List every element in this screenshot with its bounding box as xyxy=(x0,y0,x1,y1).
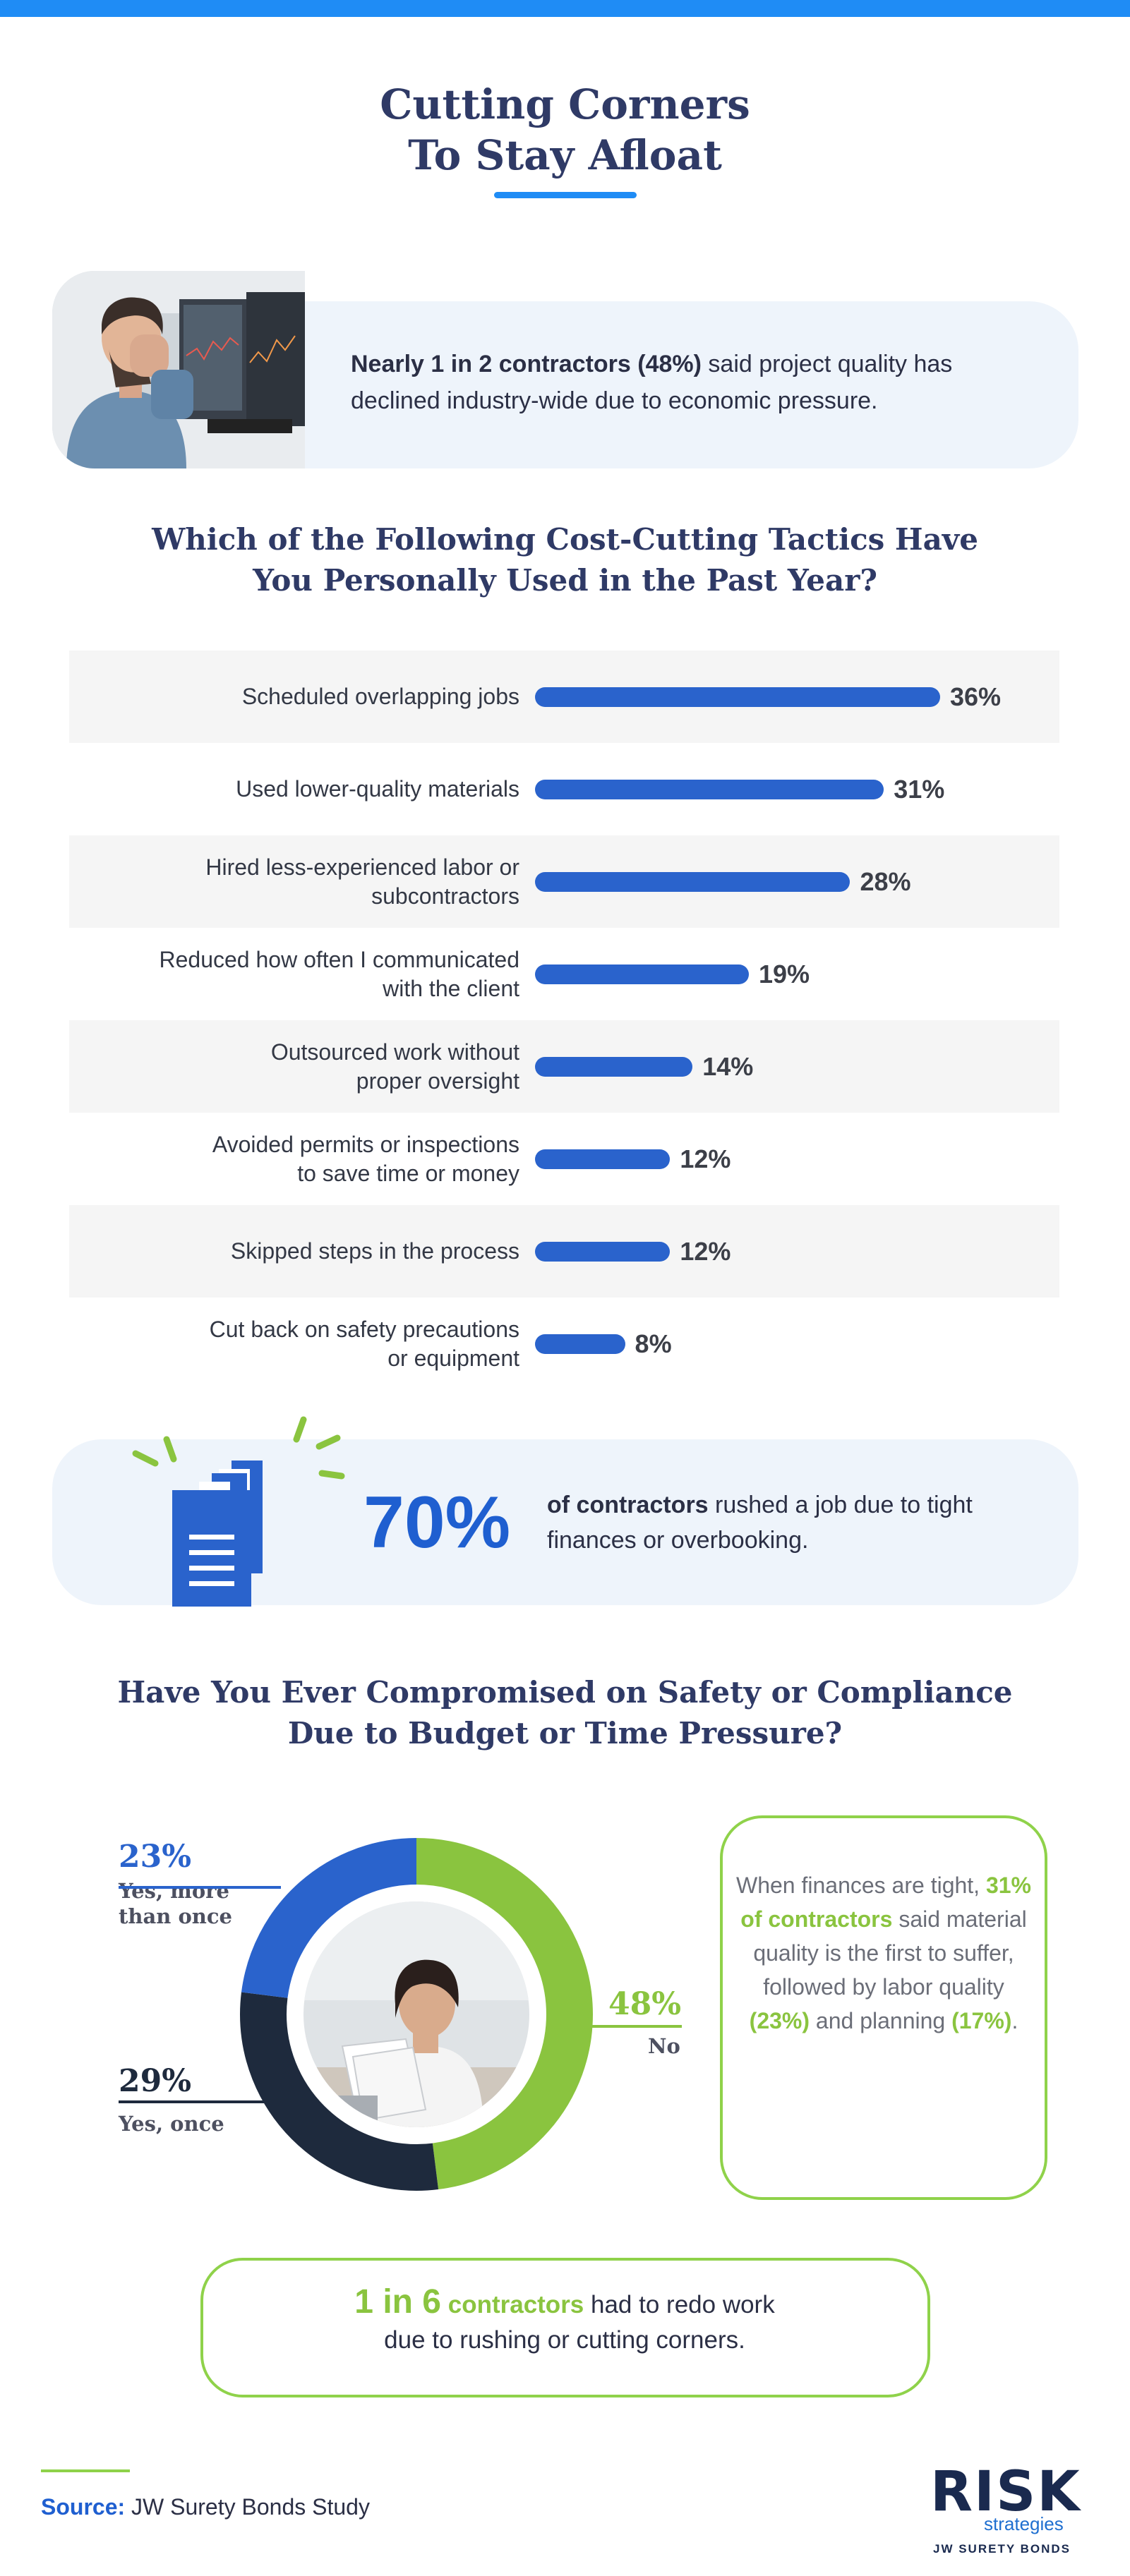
bar xyxy=(535,964,749,984)
woman-reading-photo xyxy=(303,1901,529,2127)
slice-more-than-once-label: Yes, more than once xyxy=(119,1878,232,1929)
bar-category-line: Outsourced work without xyxy=(270,1039,519,1065)
source-label: Source: xyxy=(41,2494,126,2520)
rushed-job-rest: rushed a job due to tight finances or ov… xyxy=(547,1492,973,1554)
source-text: JW Surety Bonds Study xyxy=(125,2494,370,2520)
bar-category-line: with the client xyxy=(383,975,519,1001)
rushed-job-text: of contractors rushed a job due to tight… xyxy=(547,1487,1041,1558)
slice-more-than-once-line-1: Yes, more xyxy=(119,1879,229,1903)
safety-donut-chart xyxy=(236,1834,596,2194)
title-line-2: To Stay Afloat xyxy=(408,131,722,179)
bar-category-label: Scheduled overlapping jobs xyxy=(69,682,519,711)
tactics-title-line-2: You Personally Used in the Past Year? xyxy=(253,563,877,598)
bar-category-label: Avoided permits or inspections to save ti… xyxy=(69,1130,519,1188)
slice-once-label: Yes, once xyxy=(119,2112,224,2136)
bar-category-line: or equipment xyxy=(387,1345,519,1371)
tactics-chart-title: Which of the Following Cost-Cutting Tact… xyxy=(0,519,1130,601)
bar-category-line: subcontractors xyxy=(371,883,519,909)
safety-chart-title: Have You Ever Compromised on Safety or C… xyxy=(0,1672,1130,1754)
top-accent-bar xyxy=(0,0,1130,17)
safety-title-line-2: Due to Budget or Time Pressure? xyxy=(287,1716,843,1750)
side-note-part-1: When finances are tight, xyxy=(735,1873,986,1898)
bar xyxy=(535,871,850,892)
callout-quality-rest: said project quality has declined indust… xyxy=(351,351,953,414)
bar-value-label: 19% xyxy=(758,959,810,988)
bar-category-line: Cut back on safety precautions xyxy=(209,1316,519,1342)
logo-jw-text: JW SURETY BONDS xyxy=(933,2542,1071,2556)
title-underline xyxy=(494,192,637,198)
donut-slice xyxy=(240,1838,593,2191)
slice-more-than-once-percent: 23% xyxy=(119,1839,192,1875)
rushed-job-bold: of contractors xyxy=(547,1492,709,1518)
bar-category-line: Hired less-experienced labor or xyxy=(205,854,519,880)
bar-category-label: Reduced how often I communicated with the… xyxy=(69,945,519,1003)
side-note-part-2: said material quality is the first to su… xyxy=(753,1906,1027,2000)
donut-slice xyxy=(240,1838,593,2191)
slice-no-label: No xyxy=(648,2034,680,2058)
page-title: Cutting Corners To Stay Afloat xyxy=(0,79,1130,181)
slice-more-than-once-line-2: than once xyxy=(119,1904,232,1928)
documents-icon xyxy=(132,1416,345,1607)
callout-quality-text: Nearly 1 in 2 contractors (48%) said pro… xyxy=(351,346,1028,419)
side-note-part-3: and planning xyxy=(810,2008,952,2033)
safety-title-line-1: Have You Ever Compromised on Safety or C… xyxy=(117,1675,1013,1710)
leader-line-no xyxy=(565,2025,682,2028)
source-divider xyxy=(41,2469,130,2472)
tactics-bar-chart: Scheduled overlapping jobs 36% Used lower-… xyxy=(69,651,1059,1391)
tactics-title-line-1: Which of the Following Cost-Cutting Tact… xyxy=(152,522,978,557)
bar-category-label: Skipped steps in the process xyxy=(69,1237,519,1266)
side-note-box xyxy=(720,1815,1047,2200)
redo-work-box xyxy=(200,2258,930,2397)
leader-line-once xyxy=(119,2100,267,2103)
slice-once-percent: 29% xyxy=(119,2063,192,2099)
bar-category-label: Cut back on safety precautions or equipme… xyxy=(69,1315,519,1373)
redo-work-ratio: 1 in 6 xyxy=(354,2283,441,2321)
bar xyxy=(535,779,884,799)
redo-work-rest-2: due to rushing or cutting corners. xyxy=(384,2326,745,2354)
bar-value-label: 36% xyxy=(950,682,1002,711)
bar-category-label: Outsourced work without proper oversight xyxy=(69,1038,519,1096)
bar-category-label: Hired less-experienced labor or subcontra… xyxy=(69,853,519,911)
bar-value-label: 14% xyxy=(702,1051,754,1081)
bar xyxy=(535,1334,625,1354)
bar-category-line: proper oversight xyxy=(356,1068,519,1094)
redo-work-rest-1: had to redo work xyxy=(584,2291,775,2318)
bar-category-line: Avoided permits or inspections xyxy=(212,1131,519,1157)
callout-quality-bold: Nearly 1 in 2 contractors (48%) xyxy=(351,351,702,377)
redo-work-text: 1 in 6 contractors had to redo work due … xyxy=(212,2285,918,2358)
side-note-highlight-1: 31% of contractors xyxy=(740,1873,1031,1932)
bar-value-label: 8% xyxy=(635,1329,672,1358)
bar xyxy=(535,1149,671,1169)
bar xyxy=(535,687,940,707)
side-note-part-4: . xyxy=(1011,2008,1018,2033)
bar-category-label: Used lower-quality materials xyxy=(69,775,519,804)
bar-category-line: Reduced how often I communicated xyxy=(159,946,519,972)
leader-line-more-than-once xyxy=(119,1886,281,1889)
side-note-text: When finances are tight, 31% of contract… xyxy=(734,1868,1033,2038)
side-note-highlight-2: (23%) xyxy=(749,2008,810,2033)
bar-value-label: 28% xyxy=(860,866,911,896)
redo-work-green: contractors xyxy=(441,2291,584,2318)
risk-strategies-logo: RISK strategies JW SURETY BONDS xyxy=(925,2462,1094,2561)
stressed-contractor-photo xyxy=(52,271,305,468)
source-citation: Source: JW Surety Bonds Study xyxy=(41,2494,370,2520)
logo-risk-text: RISK xyxy=(930,2460,1081,2524)
side-note-highlight-3: (17%) xyxy=(951,2008,1012,2033)
slice-no-percent: 48% xyxy=(608,1986,682,2022)
title-line-1: Cutting Corners xyxy=(380,80,750,128)
bar xyxy=(535,1241,671,1262)
bar-value-label: 12% xyxy=(680,1144,731,1173)
bar-value-label: 31% xyxy=(894,774,945,804)
bar-category-line: Scheduled overlapping jobs xyxy=(241,684,519,709)
bar xyxy=(535,1056,693,1077)
bar-category-line: Skipped steps in the process xyxy=(230,1238,519,1264)
rushed-job-percent: 70% xyxy=(363,1482,511,1564)
logo-strategies-text: strategies xyxy=(984,2513,1064,2534)
bar-category-line: to save time or money xyxy=(297,1160,519,1186)
bar-value-label: 12% xyxy=(680,1236,731,1266)
bar-category-line: Used lower-quality materials xyxy=(236,776,519,802)
